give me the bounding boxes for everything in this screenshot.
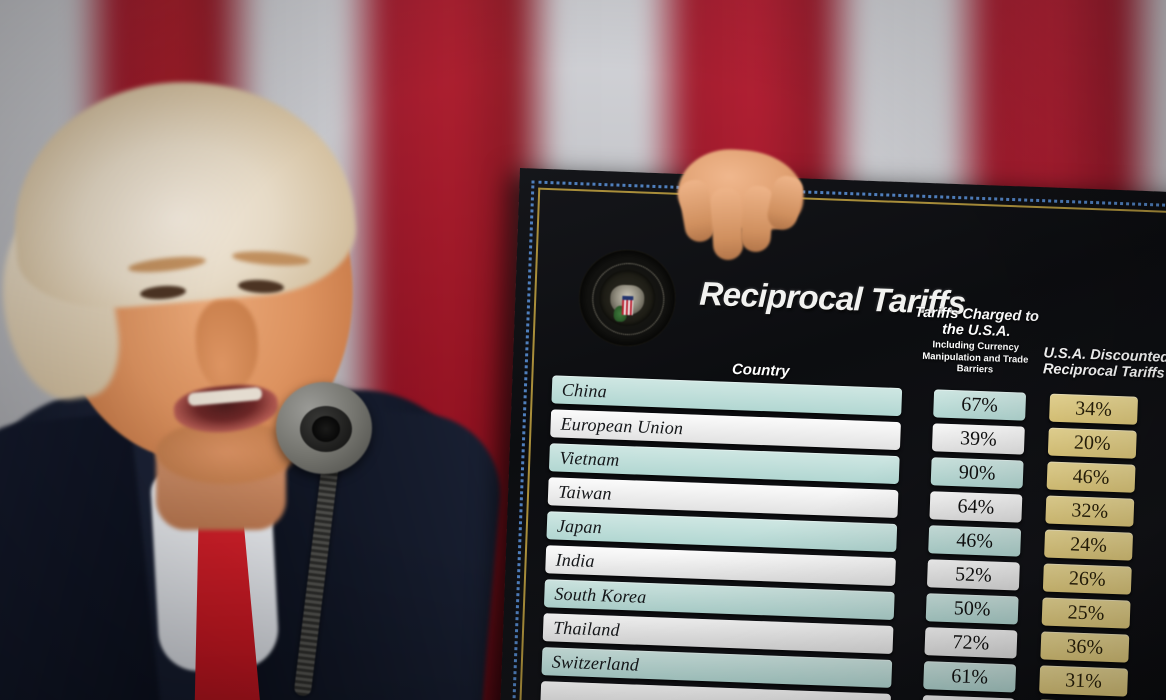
- cell-tariff-charged: 46%: [928, 525, 1022, 557]
- cell-country: Japan: [546, 511, 898, 553]
- cell-discounted-reciprocal: 31%: [1039, 665, 1129, 697]
- column-header-country: Country: [731, 360, 790, 381]
- cell-discounted-reciprocal: 26%: [1042, 563, 1132, 595]
- column-header-charged-main: Tariffs Charged to the U.S.A.: [914, 304, 1040, 341]
- speaker-figure: [0, 67, 520, 700]
- column-header-charged-sub: Including Currency Manipulation and Trad…: [922, 339, 1029, 376]
- cell-country: Taiwan: [547, 477, 899, 519]
- seal-shield-icon: [621, 295, 634, 316]
- cell-country: European Union: [550, 409, 901, 451]
- cell-tariff-charged: 50%: [925, 593, 1019, 625]
- hand-gripping-board: [660, 145, 820, 262]
- column-header-discounted-reciprocal: U.S.A. Discounted Reciprocal Tariffs: [1042, 345, 1166, 382]
- cell-tariff-charged: 52%: [926, 559, 1020, 591]
- cell-discounted-reciprocal: 36%: [1040, 631, 1130, 663]
- cell-tariff-charged: 90%: [930, 457, 1024, 489]
- cell-discounted-reciprocal: 24%: [1044, 529, 1134, 561]
- cell-discounted-reciprocal: 46%: [1046, 461, 1136, 493]
- cell-tariff-charged: 67%: [933, 389, 1027, 421]
- hair: [3, 67, 361, 317]
- cell-discounted-reciprocal: 32%: [1045, 495, 1135, 527]
- microphone-capsule-inner: [312, 416, 340, 442]
- cell-country: Vietnam: [548, 443, 900, 485]
- cell-tariff-charged: 39%: [931, 423, 1025, 455]
- tariff-table: China 67% 34% European Union 39% 20% Vietnam 90…: [540, 375, 1166, 700]
- cell-tariff-charged: 61%: [923, 661, 1017, 693]
- cell-country: India: [545, 545, 896, 587]
- cell-discounted-reciprocal: 25%: [1041, 597, 1131, 629]
- finger: [710, 187, 744, 261]
- cell-discounted-reciprocal: 20%: [1047, 427, 1137, 459]
- presidential-seal-icon: [577, 248, 678, 348]
- column-header-tariffs-charged: Tariffs Charged to the U.S.A. Including …: [905, 304, 1047, 377]
- cell-tariff-charged: 72%: [924, 627, 1018, 659]
- cell-discounted-reciprocal: 34%: [1049, 393, 1139, 425]
- cell-tariff-charged: 64%: [929, 491, 1023, 523]
- cell-country: China: [551, 375, 903, 417]
- cell-country: Thailand: [542, 613, 894, 654]
- tariff-poster-board: Reciprocal Tariffs Country Tariffs Charg…: [499, 168, 1166, 700]
- cell-tariff-charged: 64%: [921, 695, 1015, 700]
- cell-country: South Korea: [543, 579, 895, 620]
- cell-country: Switzerland: [541, 647, 893, 688]
